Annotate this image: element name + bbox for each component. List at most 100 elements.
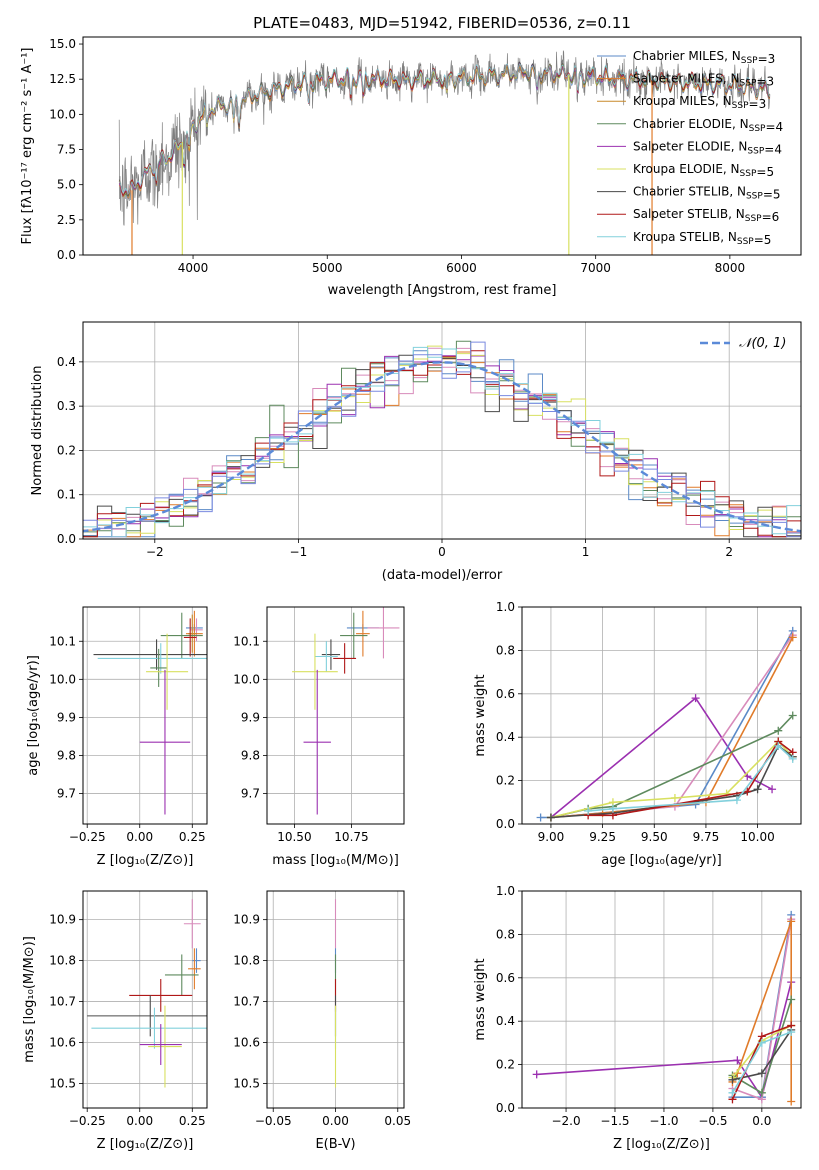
- legend: Chabrier MILES, NSSP=3 Salpeter MILES, NS…: [597, 49, 783, 247]
- model-spectrum-8: [118, 63, 770, 195]
- y-tick-label: 10.1: [233, 634, 260, 648]
- x-tick-label: 9.25: [589, 830, 616, 844]
- y-tick-label: 10.0: [49, 672, 76, 686]
- x-tick-label: 6000: [446, 261, 477, 275]
- error-point: [303, 669, 331, 815]
- y-tick-label: 10.5: [49, 1076, 76, 1090]
- x-tick-label: −0.25: [69, 1114, 106, 1128]
- x-axis-label: Z [log₁₀(Z/Z⊙)]: [97, 853, 194, 868]
- x-tick-label: 1: [582, 545, 590, 559]
- y-axis-label: Flux [fλ10⁻¹⁷ erg cm⁻² s⁻¹ A⁻¹]: [20, 48, 35, 245]
- x-tick-label: 0: [438, 545, 446, 559]
- y-tick-label: 9.8: [57, 748, 76, 762]
- y-axis-label: mass weight: [473, 674, 488, 756]
- legend-entry: Chabrier ELODIE, NSSP=4: [633, 117, 783, 134]
- x-tick-label: −1: [290, 545, 308, 559]
- weight-marker: [787, 995, 796, 1004]
- legend-entry: 𝒩(0, 1): [739, 336, 786, 351]
- y-tick-label: 15.0: [49, 37, 76, 51]
- weight-marker: [788, 633, 797, 642]
- plot-area-3: [292, 607, 400, 815]
- x-tick-label: 0.25: [179, 830, 206, 844]
- error-point: [188, 948, 201, 990]
- x-tick-label: 5000: [312, 261, 343, 275]
- weight-marker: [787, 917, 796, 926]
- plot-area-7: [532, 910, 796, 1106]
- axes-frame: [82, 36, 802, 256]
- y-tick-label: 9.7: [241, 787, 260, 801]
- weight-marker: [691, 694, 700, 703]
- x-tick-label: 10.50: [277, 830, 311, 844]
- legend-entry: Chabrier MILES, NSSP=3: [633, 49, 775, 66]
- y-tick-label: 10.0: [49, 107, 76, 121]
- error-point: [139, 669, 191, 815]
- error-point: [321, 639, 341, 670]
- x-tick-label: −0.25: [69, 830, 106, 844]
- y-tick-label: 9.8: [241, 748, 260, 762]
- weight-marker: [757, 1069, 766, 1078]
- histogram-9: [83, 341, 801, 538]
- weight-marker: [546, 813, 555, 822]
- y-tick-label: 0.4: [57, 355, 76, 369]
- error-point: [188, 614, 197, 653]
- x-axis-label: age [log₁₀(age/yr)]: [601, 853, 722, 868]
- y-tick-label: 9.7: [57, 787, 76, 801]
- legend-entry: Salpeter ELODIE, NSSP=4: [633, 139, 782, 156]
- panel-0: Chabrier MILES, NSSP=3 Salpeter MILES, NS…: [20, 36, 802, 298]
- plot-area-4: [536, 626, 797, 822]
- y-tick-label: 0.3: [57, 399, 76, 413]
- y-tick-label: 5.0: [57, 178, 76, 192]
- weight-marker: [788, 754, 797, 763]
- x-tick-label: 10.75: [334, 830, 368, 844]
- y-tick-label: 0.0: [496, 1101, 515, 1115]
- y-tick-label: 0.0: [496, 817, 515, 831]
- axes-frame: [82, 890, 208, 1109]
- y-tick-label: 10.7: [233, 995, 260, 1009]
- legend-entry: Kroupa MILES, NSSP=3: [633, 94, 766, 111]
- panel-1: 𝒩(0, 1) −2 −1 0 1 2 0.0 0.1 0.2 0.3 0.4 (data-model…: [30, 321, 802, 583]
- panel-3: 10.50 10.75 9.7 9.8 9.9 10.0 10.1 mass [log₁₀(M…: [233, 606, 405, 868]
- y-tick-label: 0.4: [496, 730, 515, 744]
- normal-reference-curve: [83, 361, 801, 533]
- y-tick-label: 12.5: [49, 72, 76, 86]
- x-tick-label: −0.5: [698, 1114, 727, 1128]
- y-tick-label: 0.1: [57, 488, 76, 502]
- weight-marker: [774, 726, 783, 735]
- legend-entry: Salpeter STELIB, NSSP=6: [633, 207, 779, 224]
- panel-6: −0.05 0.00 0.05 10.5 10.6 10.7 10.8 10.9 E(B-V): [233, 890, 411, 1152]
- weight-marker: [743, 787, 752, 796]
- error-point: [91, 1007, 207, 1049]
- x-axis-label: E(B-V): [315, 1137, 355, 1152]
- error-point: [87, 995, 207, 1037]
- legend-entry: Chabrier STELIB, NSSP=5: [633, 185, 781, 202]
- x-tick-label: 9.50: [641, 830, 668, 844]
- x-tick-label: 2: [725, 545, 733, 559]
- weight-marker: [532, 1070, 541, 1079]
- y-tick-label: 10.6: [49, 1035, 76, 1049]
- x-axis-label: mass [log₁₀(M/M⊙)]: [272, 853, 399, 868]
- chart-title: PLATE=0483, MJD=51942, FIBERID=0536, z=0…: [253, 14, 631, 32]
- error-point: [139, 1024, 182, 1066]
- error-point: [340, 612, 368, 659]
- y-tick-label: 0.8: [496, 643, 515, 657]
- x-tick-label: 10.00: [740, 830, 774, 844]
- y-tick-label: 0.2: [496, 774, 515, 788]
- weight-marker: [536, 813, 545, 822]
- weight-marker: [732, 796, 741, 805]
- weight-marker: [608, 804, 617, 813]
- y-tick-label: 10.6: [233, 1035, 260, 1049]
- y-tick-label: 0.4: [496, 1014, 515, 1028]
- x-tick-label: 8000: [715, 261, 746, 275]
- error-point: [367, 607, 400, 659]
- y-tick-label: 9.9: [57, 710, 76, 724]
- error-point: [146, 633, 189, 710]
- error-point: [314, 641, 338, 672]
- weight-marker: [728, 1088, 737, 1097]
- y-tick-label: 0.0: [57, 532, 76, 546]
- y-tick-label: 1.0: [496, 600, 515, 614]
- x-tick-label: −1.5: [600, 1114, 629, 1128]
- plot-area-1: [83, 340, 801, 538]
- error-point: [150, 648, 168, 687]
- y-tick-label: 0.8: [496, 927, 515, 941]
- panel-4: 9.00 9.25 9.50 9.75 10.00 0.0 0.2 0.4 0.6 0.8 1.0 a…: [473, 600, 802, 868]
